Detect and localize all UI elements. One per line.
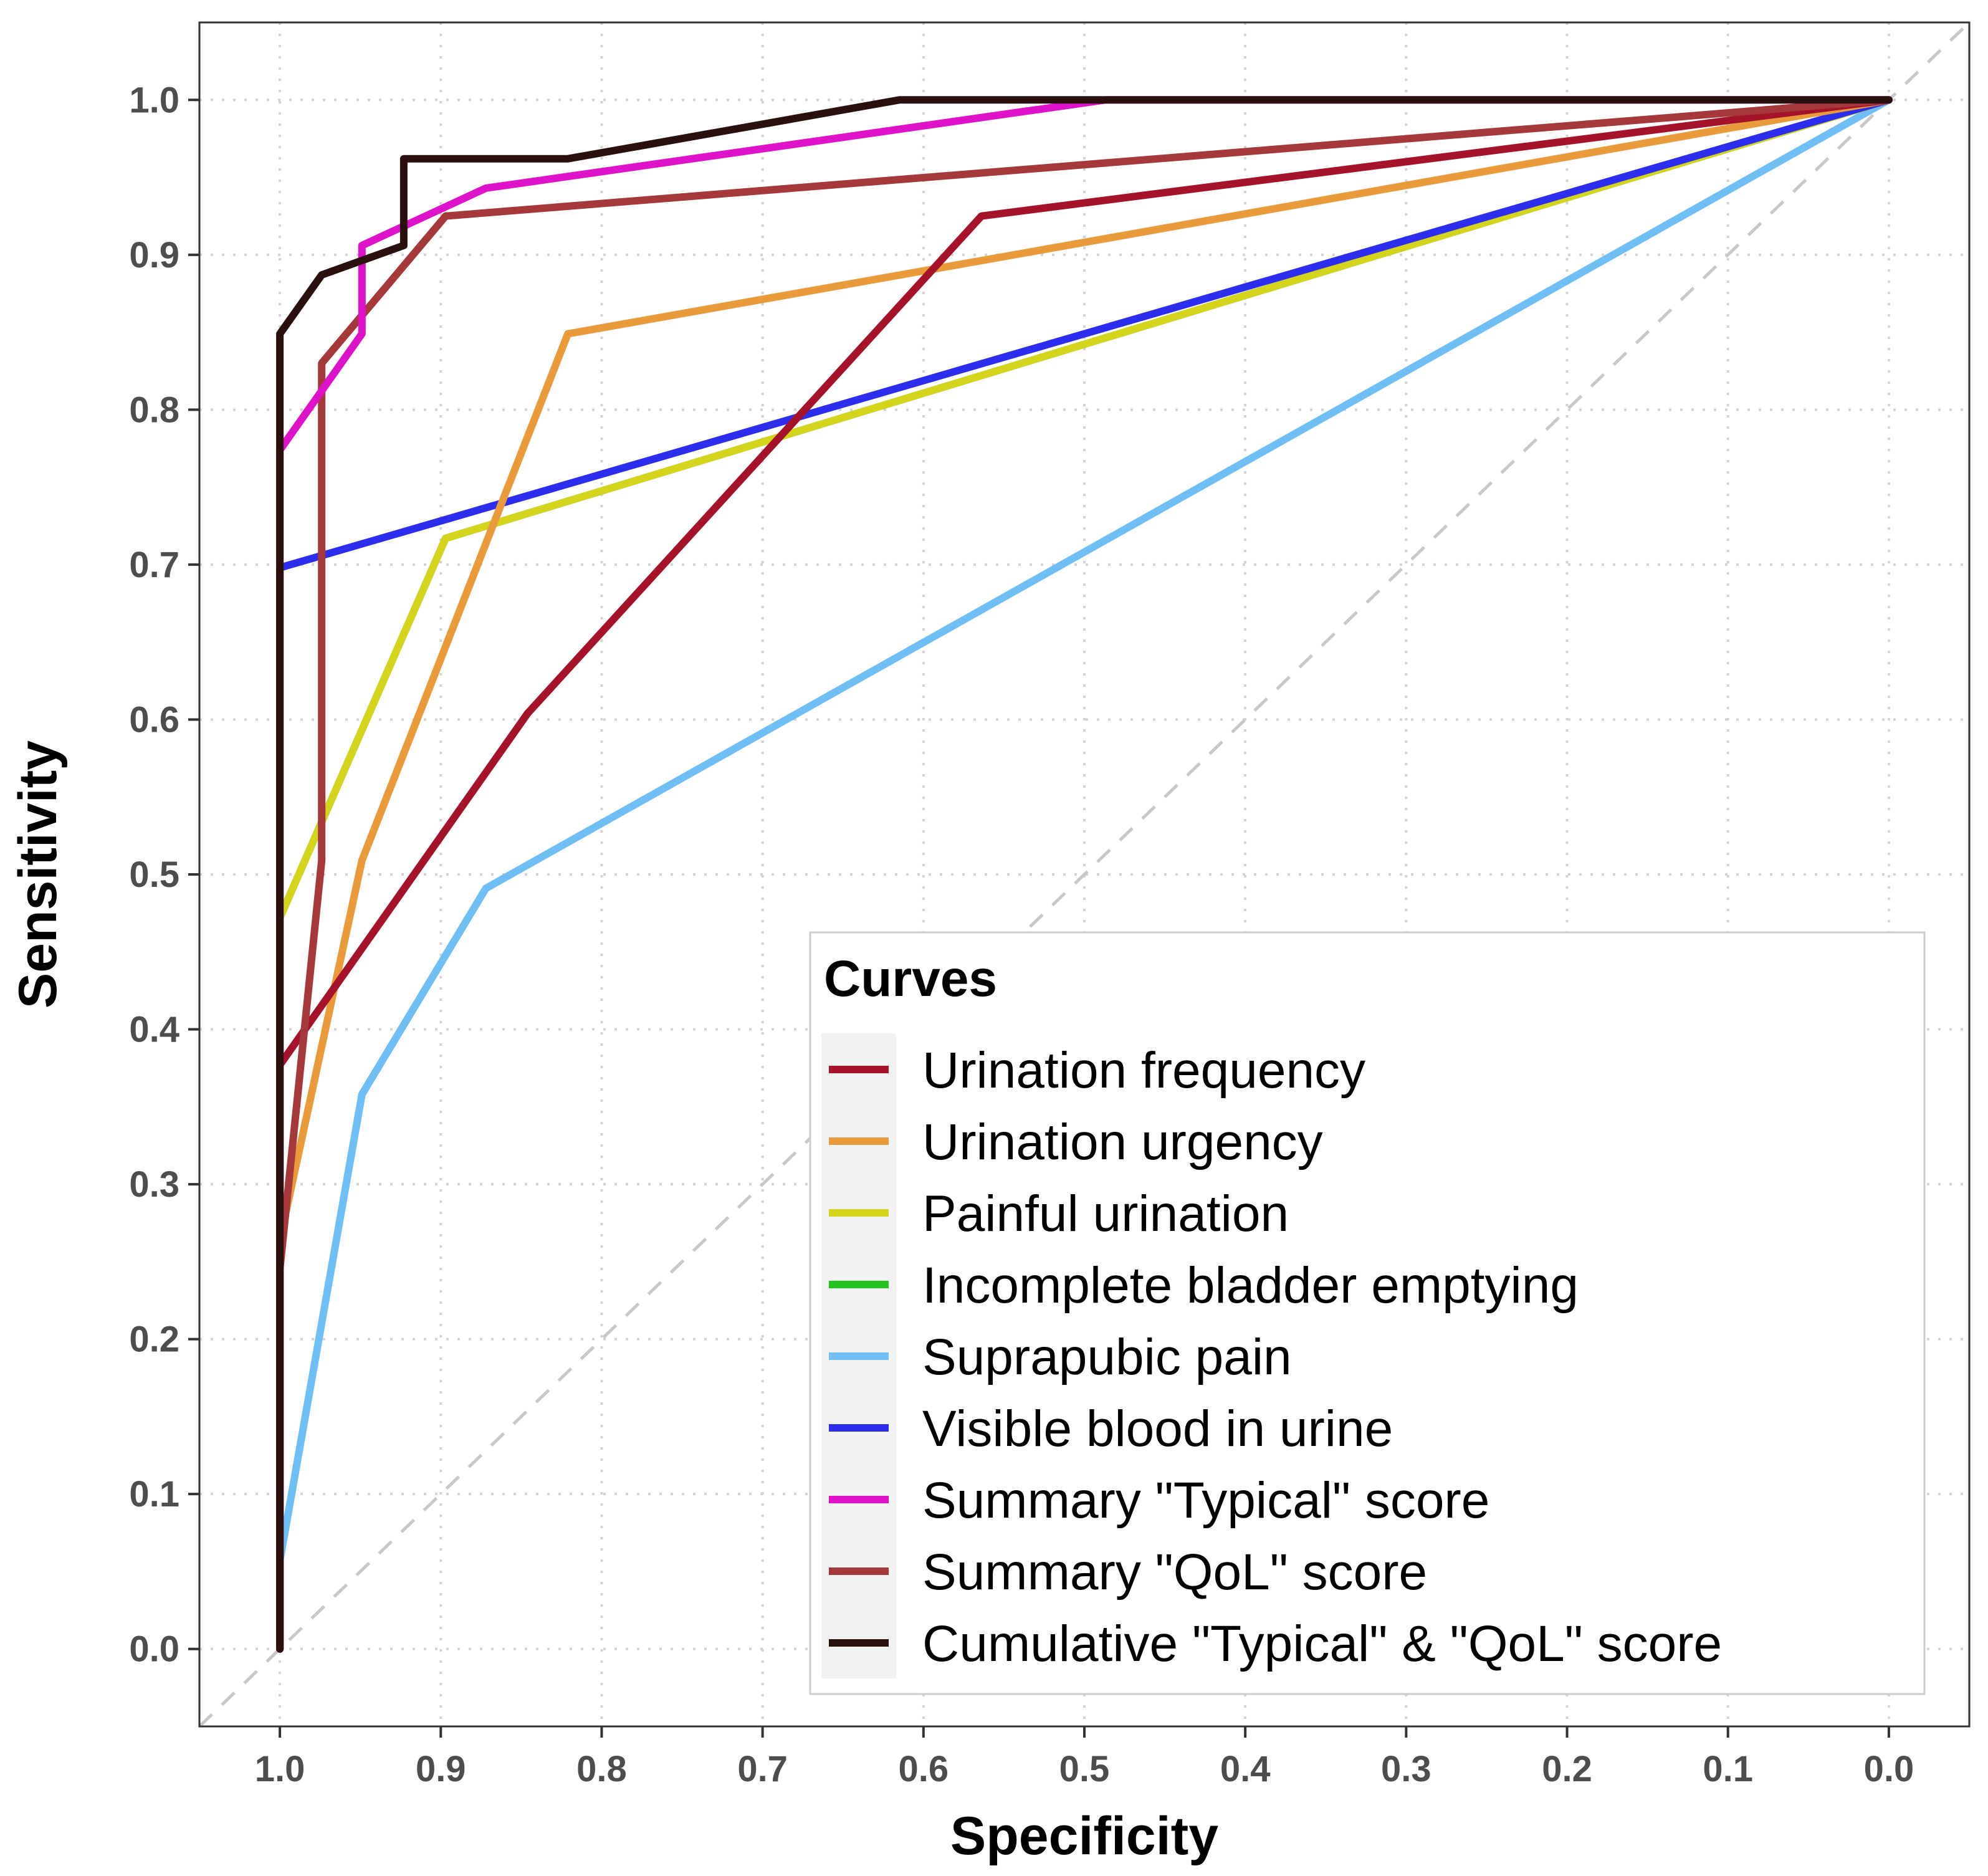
legend: Curves Urination frequency Urination urge… [809,931,1926,1695]
x-tick-label: 0.1 [1703,1749,1753,1789]
x-tick-label: 0.0 [1864,1749,1914,1789]
legend-items: Urination frequency Urination urgency Pain… [829,1042,1722,1672]
x-axis-title: Specificity [950,1806,1218,1866]
series-layer [276,96,1893,1653]
x-tick-label: 0.8 [576,1749,627,1789]
x-tick-label: 0.9 [416,1749,466,1789]
legend-title: Curves [824,950,997,1007]
x-tick-label: 0.2 [1542,1749,1592,1789]
y-tick-label: 0.2 [129,1319,179,1360]
legend-label: Incomplete bladder emptying [922,1257,1579,1314]
reference-diagonal [198,21,1971,1728]
legend-label: Urination urgency [922,1114,1323,1170]
y-tick-label: 0.8 [129,390,179,430]
y-tick-label: 0.0 [129,1629,179,1670]
y-axis-title: Sensitivity [8,740,68,1008]
legend-box [809,931,1926,1695]
y-tick-label: 0.1 [129,1474,179,1515]
x-tick-label: 0.6 [898,1749,949,1789]
x-tick-label: 0.5 [1059,1749,1110,1789]
y-tick-label: 0.7 [129,545,179,585]
series-line-8 [276,96,1893,1653]
legend-label: Summary "Typical" score [922,1472,1489,1529]
x-tick-label: 0.4 [1220,1749,1271,1789]
legend-label: Urination frequency [922,1042,1365,1099]
y-tick-label: 0.9 [129,235,179,275]
legend-label: Cumulative "Typical" & "QoL" score [922,1615,1722,1672]
x-tick-label: 1.0 [255,1749,305,1789]
x-tick-label: 0.3 [1381,1749,1431,1789]
x-tick-label: 0.7 [737,1749,788,1789]
legend-label: Painful urination [922,1185,1289,1242]
legend-label: Suprapubic pain [922,1329,1292,1385]
legend-label: Summary "QoL" score [922,1544,1427,1601]
y-tick-label: 1.0 [129,80,179,120]
y-tick-label: 0.4 [129,1010,179,1050]
y-tick-label: 0.5 [129,854,179,895]
y-tick-label: 0.6 [129,699,179,740]
y-tick-label: 0.3 [129,1164,179,1205]
legend-label: Visible blood in urine [922,1400,1393,1457]
axes: 1.0 0.9 0.8 0.7 0.6 0.5 0.4 0.3 0.2 0.1 0.0 0.0 0.1 0… [129,80,1914,1789]
